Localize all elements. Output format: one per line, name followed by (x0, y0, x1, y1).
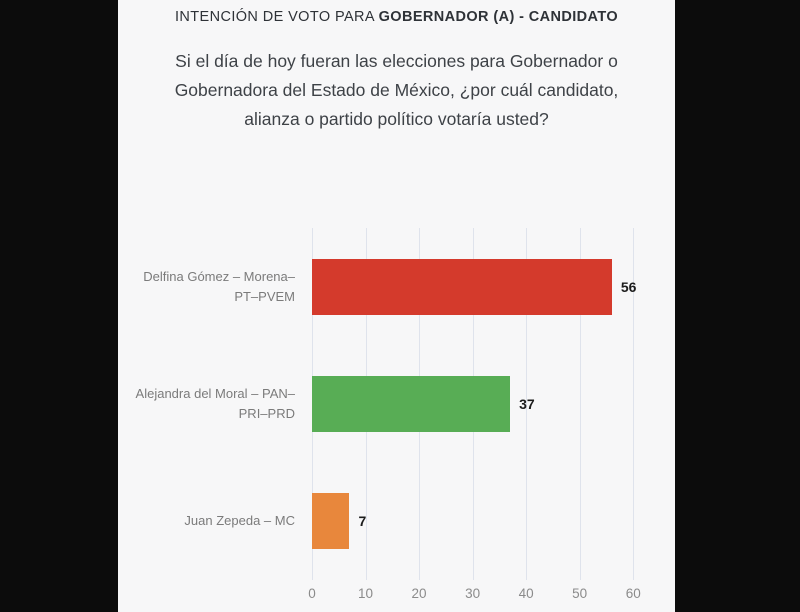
page-title: INTENCIÓN DE VOTO PARA GOBERNADOR (A) - … (118, 0, 675, 25)
gridline (633, 228, 635, 580)
bar (312, 493, 350, 550)
x-axis-tick-label: 20 (411, 586, 427, 601)
x-axis-tick-label: 0 (308, 586, 316, 601)
poll-question: Si el día de hoy fueran las elecciones p… (174, 51, 619, 129)
value-label: 7 (358, 513, 367, 530)
category-label-line: Alejandra del Moral – PAN– (135, 385, 295, 401)
category-label: Juan Zepeda – MC (118, 511, 295, 531)
gridline (526, 228, 528, 580)
category-label-line: Delfina Gómez – Morena– (143, 268, 295, 284)
category-label-line: PT–PVEM (234, 288, 295, 304)
bar-row: Juan Zepeda – MC 7 (118, 463, 675, 580)
x-axis-tick-label: 60 (625, 586, 641, 601)
x-axis-tick-label: 30 (465, 586, 481, 601)
x-axis: 0 10 20 30 40 50 60 (308, 584, 660, 606)
category-label: Delfina Gómez – Morena– PT–PVEM (118, 267, 295, 307)
category-label-line: PRI–PRD (238, 405, 295, 421)
bar-row: Alejandra del Moral – PAN– PRI–PRD 37 (118, 345, 675, 462)
bar-rows: Delfina Gómez – Morena– PT–PVEM 56 Alejandr… (118, 228, 675, 580)
value-label: 37 (519, 395, 535, 412)
bar-chart: Delfina Gómez – Morena– PT–PVEM 56 Alejandr… (118, 228, 675, 580)
page-title-prefix: INTENCIÓN DE VOTO PARA (174, 9, 379, 25)
value-label: 56 (620, 278, 637, 295)
page-title-bold: GOBERNADOR (A) - CANDIDATO (378, 9, 619, 25)
category-label-line: Juan Zepeda – MC (184, 513, 295, 529)
bar-track: 37 (312, 375, 675, 432)
bar (312, 375, 511, 432)
gridline (579, 228, 581, 580)
bar-track: 56 (312, 258, 675, 315)
category-label: Alejandra del Moral – PAN– PRI–PRD (118, 384, 295, 424)
bar-row: Delfina Gómez – Morena– PT–PVEM 56 (118, 228, 675, 345)
poll-panel: INTENCIÓN DE VOTO PARA GOBERNADOR (A) - … (118, 0, 675, 612)
bar (312, 258, 612, 315)
bar-track: 7 (312, 493, 675, 550)
x-axis-tick-label: 10 (358, 586, 374, 601)
x-axis-tick-label: 40 (518, 586, 534, 601)
x-axis-tick-label: 50 (572, 586, 588, 601)
